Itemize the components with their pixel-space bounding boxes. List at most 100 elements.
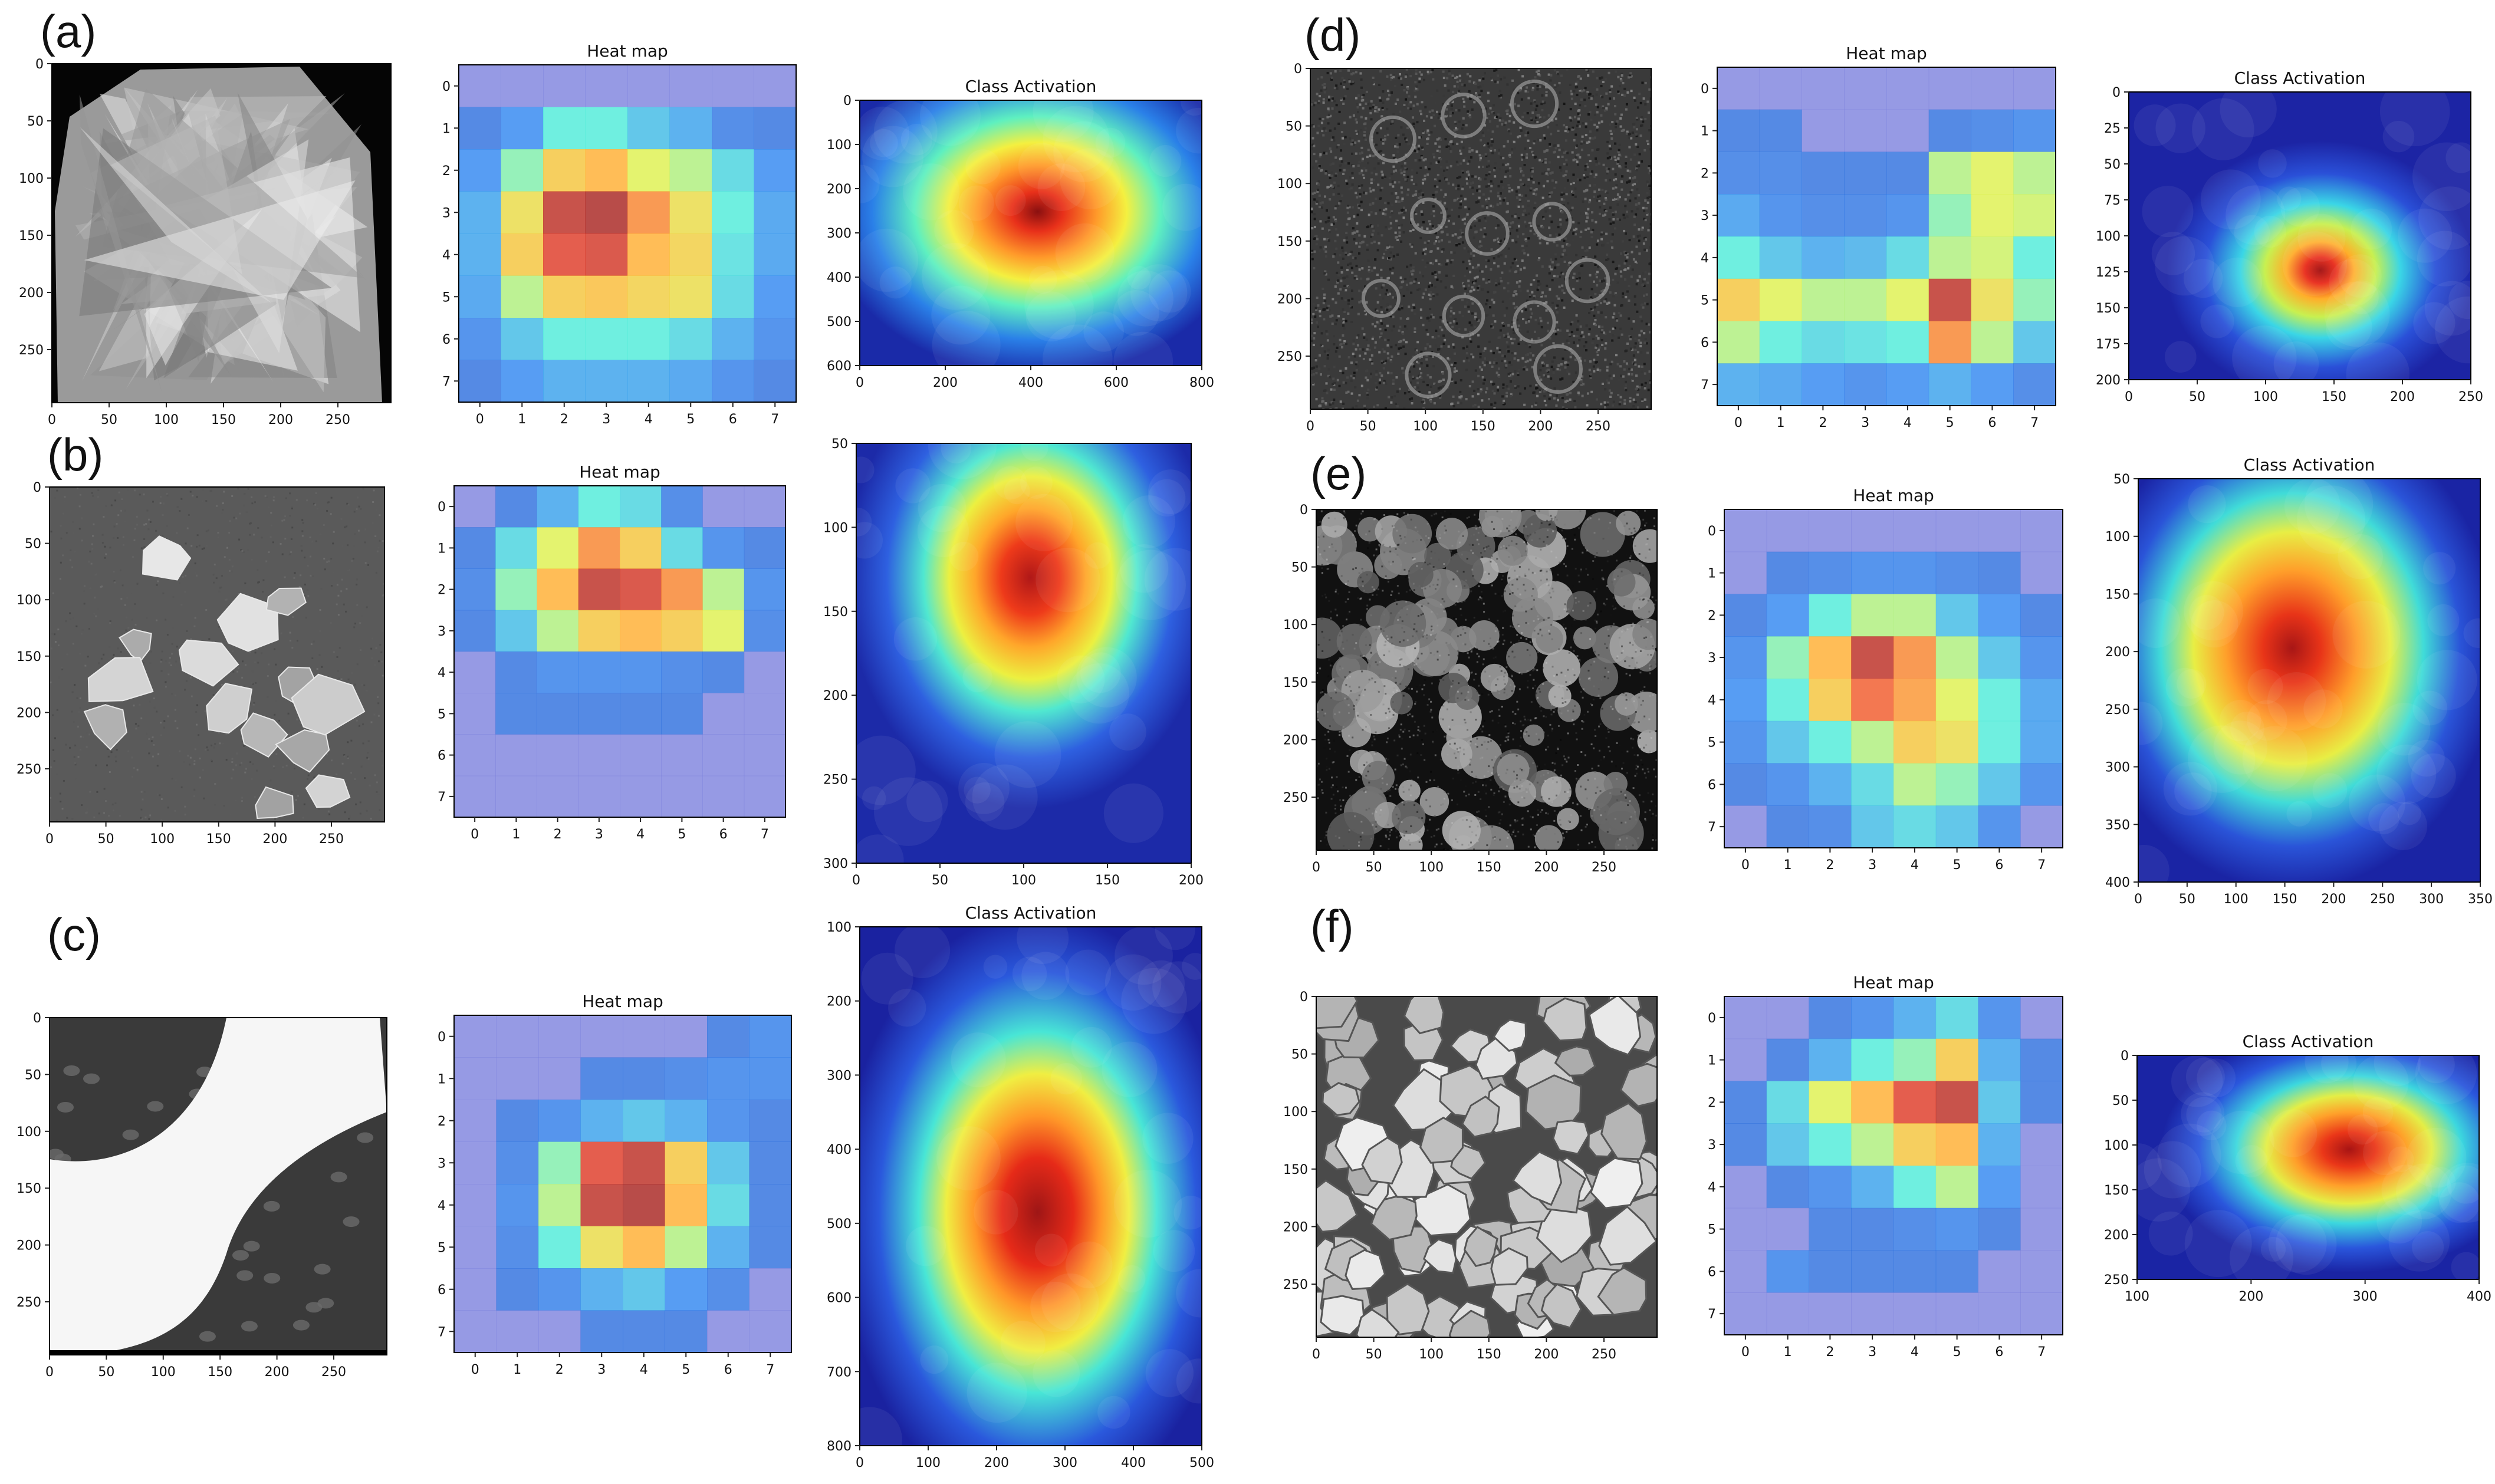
heat-cell [1766,636,1809,679]
cam-xtick: 500 [1189,1456,1214,1470]
heat-cell [1809,594,1852,637]
heat-cell [754,65,797,107]
heat-cell [585,318,628,360]
heat-cell [665,1226,708,1269]
heat-cell [578,527,620,569]
heat-ytick: 5 [1708,1223,1716,1238]
cam-ytick: 125 [2096,265,2121,280]
heat-cell [1894,594,1937,637]
heat-map: 0 1 2 3 4 5 6 7 0 1 2 3 4 5 6 7 Heat map [442,41,797,427]
heat-ytick: 2 [1701,166,1709,181]
heat-xtick: 0 [1741,858,1750,873]
sem-ytick: 150 [1283,676,1308,690]
heat-cell [665,1057,708,1100]
sem-ytick: 200 [1277,292,1302,307]
heat-cell [754,318,797,360]
sem-xtick: 200 [265,1365,290,1380]
class-activation: 0 50 100 150 200 250 0 25 50 75 100 125 150 175 200 Cla… [2096,68,2483,404]
sem-ytick: 150 [17,650,41,664]
heat-cell [1724,509,1767,552]
sem-xtick: 100 [1419,1347,1444,1362]
heat-ytick: 4 [438,666,446,680]
heat-cell [538,1226,581,1269]
class-activation: 0 100 200 300 400 500 100 200 300 400 500 600 700 800… [827,903,1214,1470]
cam-ytick: 200 [2096,373,2121,388]
heat-cell [702,486,745,528]
heat-cell [578,610,620,652]
heat-cell [2013,363,2056,406]
heat-cell [1935,509,1978,552]
heat-xtick: 4 [640,1363,648,1377]
heat-cell [1978,1250,2021,1293]
heat-cell [749,1057,792,1100]
heat-cell [744,527,786,569]
heat-cell [1717,236,1760,279]
cam-ytick: 150 [2104,1183,2129,1198]
heat-cell [454,1057,497,1100]
heat-cell [1809,679,1852,722]
heat-cell [2013,278,2056,321]
sem-ytick: 50 [25,537,41,552]
sem-ytick: 250 [1283,1278,1308,1292]
heat-cell [749,1226,792,1269]
sem-xtick: 250 [1592,1347,1616,1362]
heat-ytick: 1 [1708,567,1716,581]
sem-xtick: 100 [1413,419,1438,434]
heat-cell [1717,109,1760,152]
heat-cell [1851,1250,1894,1293]
heat-cell [712,191,754,234]
heat-cell [454,1184,497,1226]
heat-cell [1978,594,2021,637]
cam-xtick: 100 [2253,390,2278,404]
sem-ytick: 200 [17,706,41,720]
heat-map-title: Heat map [1853,486,1934,505]
heat-map: 0 1 2 3 4 5 6 7 0 1 2 3 4 5 6 7 Heat map [438,462,786,842]
heat-cell [1766,763,1809,806]
heat-cell [707,1184,750,1226]
heat-cell [712,233,754,276]
heat-cell [2020,1038,2063,1081]
heat-cell [459,275,501,318]
heat-cell [459,191,501,234]
heat-cell [1809,1166,1852,1209]
class-activation-title: Class Activation [2243,1032,2374,1051]
heat-cell [1894,1123,1937,1166]
heat-cell [495,610,537,652]
heat-xtick: 5 [686,412,695,427]
heat-cell [495,734,537,776]
cam-xtick: 100 [916,1456,941,1470]
sem-xtick: 150 [211,413,236,427]
heat-cell [1724,636,1767,679]
heat-cell [1851,1207,1894,1251]
sem-ytick: 100 [1283,1105,1308,1120]
cam-xtick: 400 [2467,1289,2491,1304]
heat-cell [1971,194,2014,237]
cam-ytick: 100 [823,521,848,535]
heat-cell [1894,1207,1937,1251]
heat-xtick: 2 [555,1363,564,1377]
heat-cell [1802,67,1845,110]
sem-xtick: 250 [319,832,344,847]
heat-cell [1766,1081,1809,1124]
heat-cell [496,1100,539,1142]
heat-xtick: 7 [766,1363,774,1377]
heat-cell [627,149,670,192]
heat-cell [580,1310,623,1353]
heat-cell [496,1015,539,1058]
heat-ytick: 3 [438,1156,446,1171]
sem-xtick: 200 [1534,860,1559,875]
class-activation-title: Class Activation [965,903,1097,923]
heat-cell [1844,278,1887,321]
heat-cell [712,149,754,192]
heat-cell [661,693,703,735]
heat-cell [627,360,670,403]
sem-xtick: 0 [45,1365,54,1380]
heat-ytick: 6 [1708,1265,1716,1279]
sem-xtick: 250 [326,413,350,427]
heat-cell [1894,679,1937,722]
heat-cell [1759,278,1802,321]
heat-cell [501,275,544,318]
heat-cell [665,1015,708,1058]
sem-xtick: 50 [98,832,114,847]
